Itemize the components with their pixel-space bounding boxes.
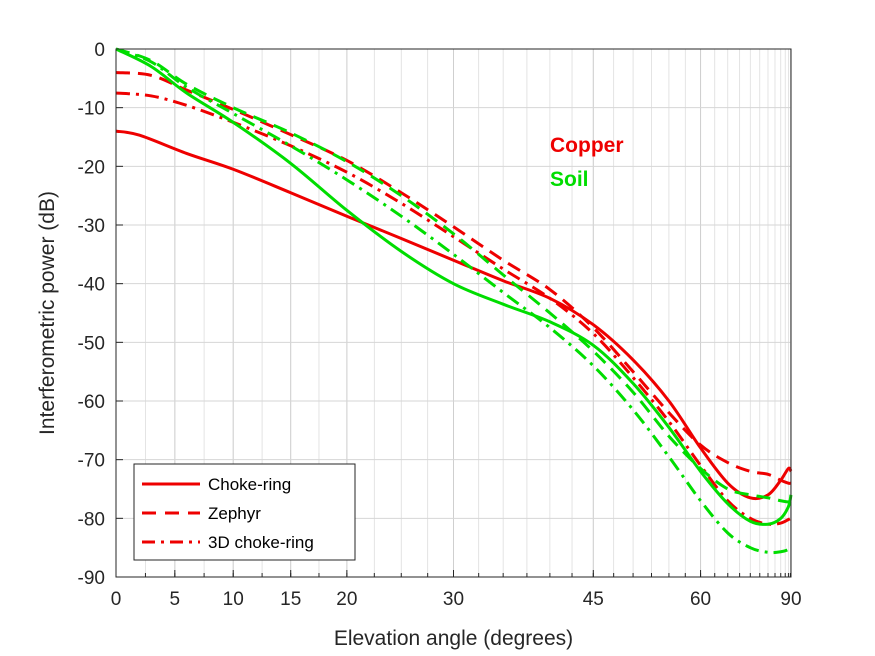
- x-tick-label: 5: [170, 589, 181, 610]
- x-tick-label: 60: [690, 589, 711, 610]
- legend-label-zephyr: Zephyr: [208, 504, 261, 523]
- x-tick-label: 20: [336, 589, 357, 610]
- legend-label-3d-choke-ring: 3D choke-ring: [208, 533, 314, 552]
- y-tick-label: -30: [78, 216, 105, 237]
- y-tick-label: -20: [78, 157, 105, 178]
- y-tick-label: -70: [78, 451, 105, 472]
- series-line-soil-zephyr: [115, 47, 792, 504]
- legend-label-choke-ring: Choke-ring: [208, 475, 291, 494]
- legend: Choke-ring Zephyr 3D choke-ring: [133, 463, 356, 561]
- x-tick-label: 10: [223, 589, 244, 610]
- series-line-soil-3d-choke-ring: [115, 47, 793, 555]
- x-tick-label: 90: [780, 589, 801, 610]
- annotation-copper: Copper: [550, 134, 624, 157]
- y-tick-label: 0: [94, 40, 105, 61]
- x-tick-label: 15: [280, 589, 301, 610]
- y-tick-label: -60: [78, 392, 105, 413]
- y-tick-label: -80: [78, 509, 105, 530]
- x-axis-label: Elevation angle (degrees): [334, 627, 573, 650]
- y-tick-label: -90: [78, 568, 105, 589]
- y-axis-label: Interferometric power (dB): [36, 191, 59, 435]
- series-line-soil-choke-ring: [115, 47, 793, 526]
- y-tick-label: -10: [78, 99, 105, 120]
- annotation-soil: Soil: [550, 168, 589, 191]
- y-tick-label: -50: [78, 333, 105, 354]
- series-line-copper-zephyr: [115, 70, 792, 485]
- x-tick-label: 0: [111, 589, 122, 610]
- series-lines: [115, 47, 793, 555]
- ticks: 0 5 10 15 20 30 45 60 90 0 -10 -20 -30 -40 -50 -60 -70 -8…: [78, 40, 802, 610]
- y-tick-label: -40: [78, 275, 105, 296]
- x-tick-label: 30: [443, 589, 464, 610]
- legend-box: [133, 463, 356, 561]
- series-line-copper-choke-ring: [115, 129, 793, 501]
- x-tick-label: 45: [583, 589, 604, 610]
